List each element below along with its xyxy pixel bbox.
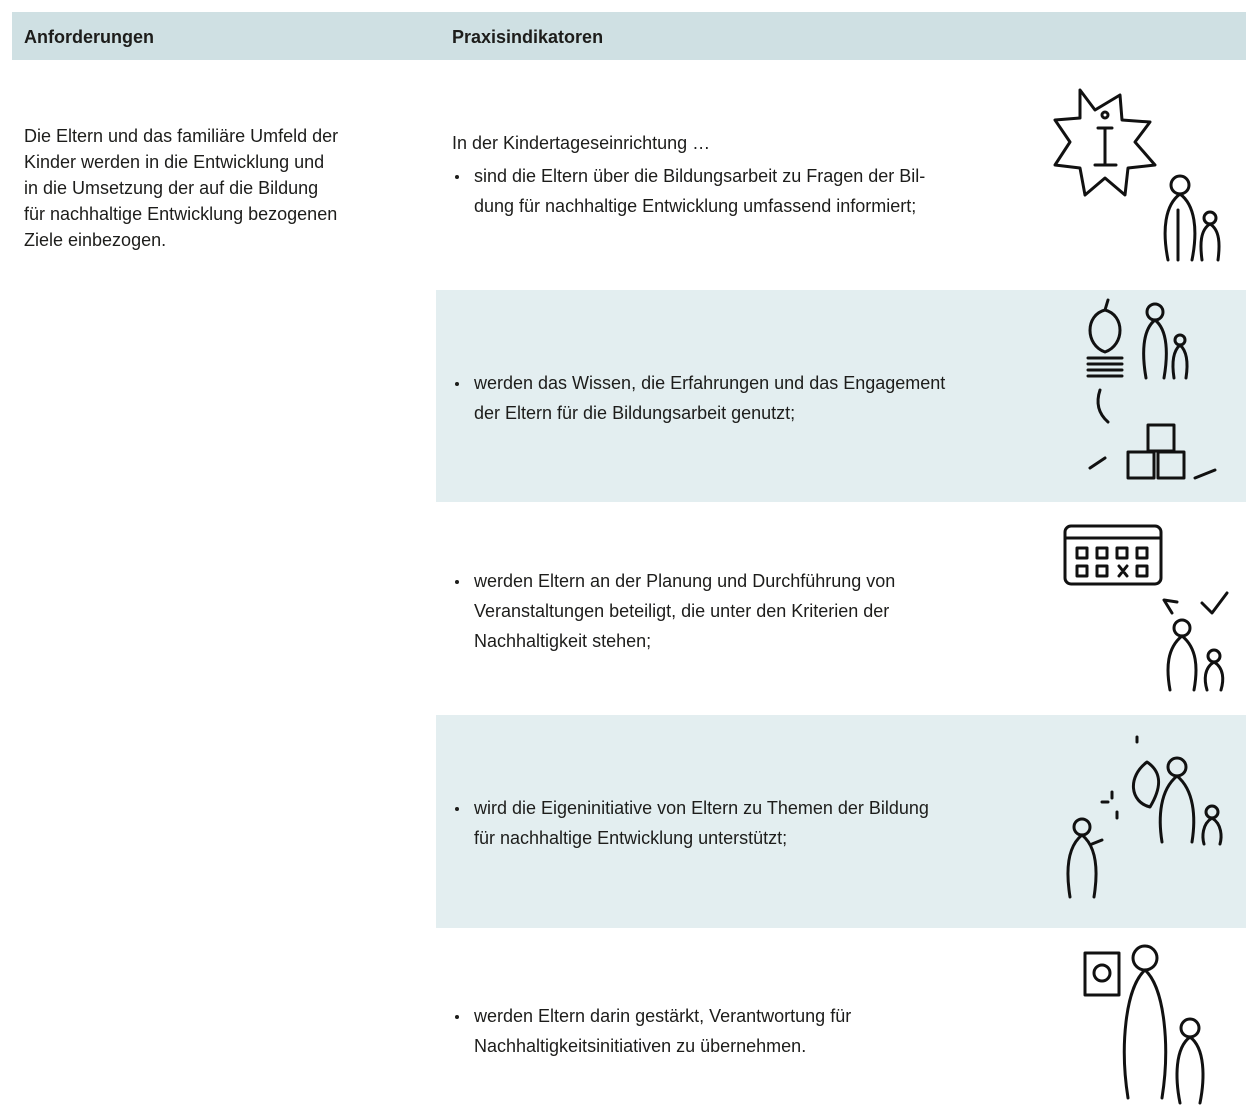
bullet bbox=[455, 580, 459, 584]
indicator-line: Nachhaltigkeitsinitiativen zu übernehmen… bbox=[474, 1036, 807, 1056]
indicator-line: Veranstaltungen beteiligt, die unter den… bbox=[474, 601, 890, 621]
row-shade bbox=[436, 290, 1246, 502]
icon-responsibility bbox=[1083, 944, 1205, 1105]
indicator-line: für nachhaltige Entwicklung unterstützt; bbox=[474, 828, 788, 848]
icon-info-family bbox=[1053, 88, 1221, 262]
icon-initiative bbox=[1066, 735, 1223, 899]
icon-calendar bbox=[1063, 524, 1229, 692]
indicator-line: wird die Eigeninitiative von Eltern zu T… bbox=[474, 798, 929, 818]
bullet bbox=[455, 807, 459, 811]
requirement-line: Die Eltern und das familiäre Umfeld der bbox=[24, 126, 339, 146]
indicator-line: werden Eltern darin gestärkt, Verantwort… bbox=[474, 1006, 852, 1026]
indicator-line: werden das Wissen, die Erfahrungen und d… bbox=[474, 373, 946, 393]
row-shade bbox=[436, 715, 1246, 928]
bullet bbox=[455, 175, 459, 179]
indicator-line: Nachhaltigkeit stehen; bbox=[474, 631, 652, 651]
requirement-line: für nachhaltige Entwicklung bezogenen bbox=[24, 204, 338, 224]
indicator-line: werden Eltern an der Planung und Durchfü… bbox=[474, 571, 896, 591]
bullet bbox=[455, 382, 459, 386]
requirement-line: Kinder werden in die Entwicklung und bbox=[24, 152, 325, 172]
column-header: Anforderungen bbox=[24, 27, 154, 47]
indicator-line: sind die Eltern über die Bildungsarbeit … bbox=[474, 166, 926, 186]
requirement-line: Ziele einbezogen. bbox=[24, 230, 167, 250]
requirement-line: in die Umsetzung der auf die Bildung bbox=[24, 178, 319, 198]
icon-knowledge-blocks bbox=[1086, 298, 1217, 480]
intro: In der Kindertageseinrichtung … bbox=[452, 133, 711, 153]
bullet bbox=[455, 1015, 459, 1019]
column-header: Praxisindikatoren bbox=[452, 27, 604, 47]
table-header bbox=[12, 12, 1246, 60]
indicator-line: der Eltern für die Bildungsarbeit genutz… bbox=[474, 403, 796, 423]
indicator-line: dung für nachhaltige Entwicklung umfasse… bbox=[474, 196, 917, 216]
